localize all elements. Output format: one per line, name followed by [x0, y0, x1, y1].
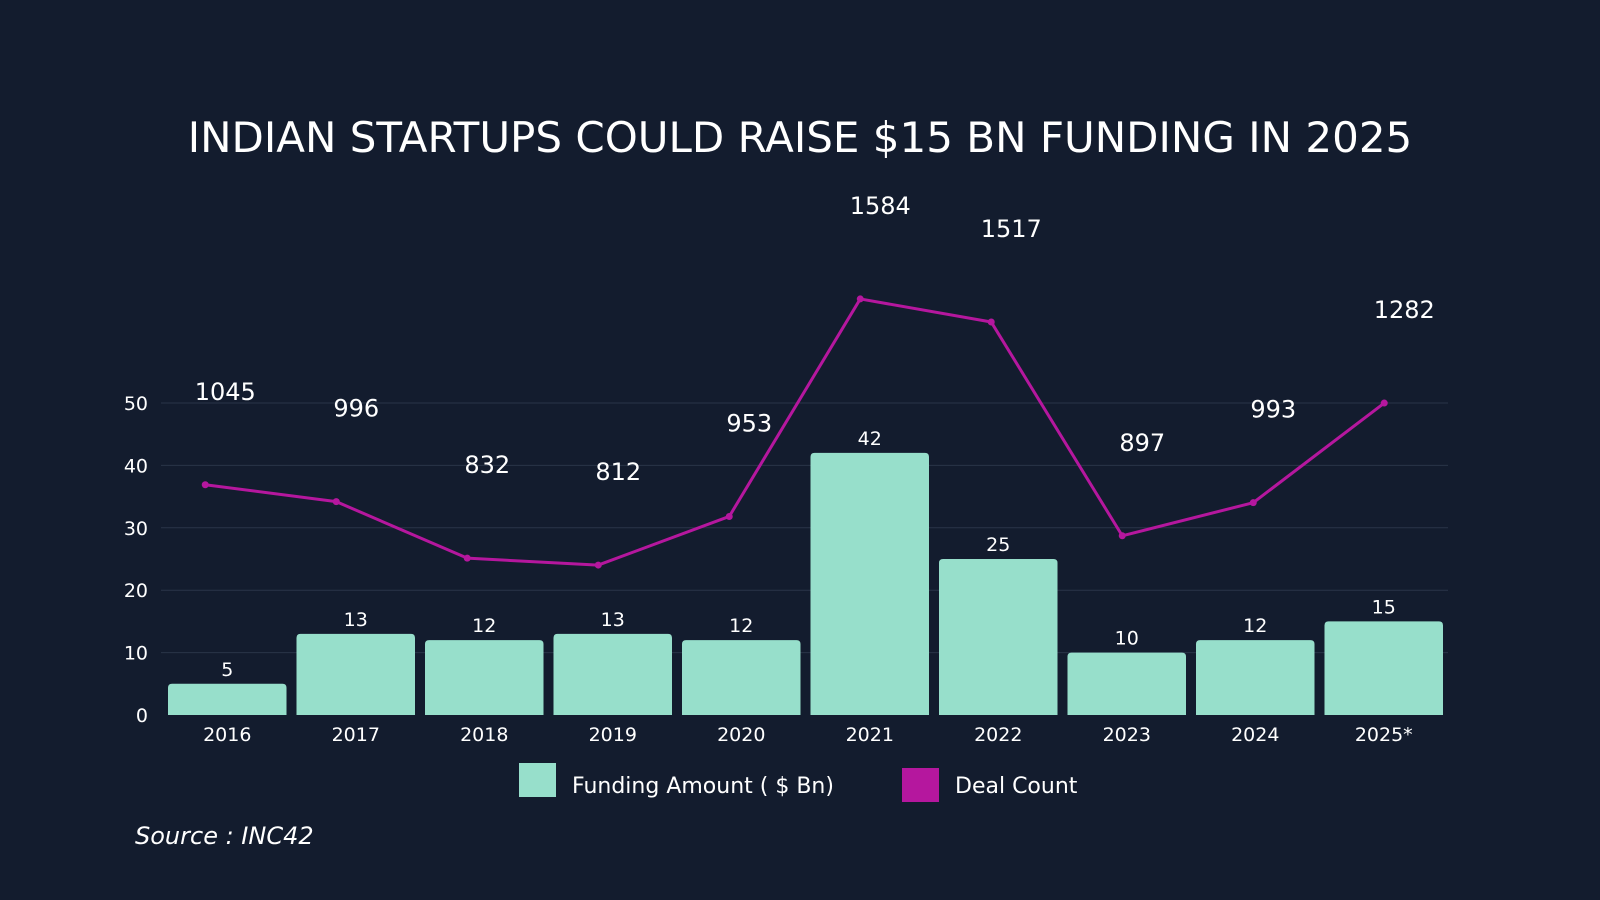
bar-2016	[168, 683, 287, 715]
y-tick-label: 20	[124, 580, 148, 602]
deal-count-point	[856, 295, 864, 303]
deal-count-point	[1118, 532, 1126, 540]
bar-value-label: 42	[858, 428, 882, 450]
bar-value-label: 13	[344, 609, 368, 631]
bar-2017	[296, 633, 415, 715]
deal-count-label: 812	[595, 458, 641, 486]
deal-count-point	[463, 554, 471, 562]
x-tick-label: 2023	[1103, 724, 1151, 746]
funding-value-labels: 5 13 12 13 12 42 25 10 12 15	[221, 428, 1396, 681]
x-axis: 2016 2017 2018 2019 2020 2021 2022 2023 2024 2025…	[203, 724, 1413, 746]
x-tick-label: 2017	[332, 724, 380, 746]
legend-swatch-funding	[519, 763, 556, 797]
deal-count-point	[594, 561, 602, 569]
deal-count-labels: 1045 996 832 812 953 1584 1517 897 993 1282	[195, 192, 1435, 486]
y-tick-label: 10	[124, 643, 148, 665]
bar-value-label: 25	[986, 534, 1010, 556]
bar-value-label: 10	[1115, 628, 1139, 650]
bar-2025*	[1324, 621, 1443, 715]
deal-count-point	[987, 318, 995, 326]
x-tick-label: 2024	[1231, 724, 1279, 746]
legend-label-deal-count: Deal Count	[955, 774, 1078, 799]
bar-2019	[553, 633, 672, 715]
bar-value-label: 12	[729, 615, 753, 637]
bar-value-label: 12	[1243, 615, 1267, 637]
deal-count-label: 993	[1250, 396, 1296, 424]
y-tick-label: 30	[124, 518, 148, 540]
x-tick-label: 2022	[974, 724, 1022, 746]
bar-value-label: 15	[1372, 596, 1396, 618]
deal-count-label: 832	[464, 451, 510, 479]
chart-title: INDIAN STARTUPS COULD RAISE $15 BN FUNDI…	[188, 113, 1413, 162]
bar-2021	[810, 452, 929, 715]
y-axis: 0 10 20 30 40 50	[124, 393, 148, 727]
y-tick-label: 40	[124, 455, 148, 477]
legend: Funding Amount ( $ Bn) Deal Count	[519, 763, 1078, 802]
x-tick-label: 2019	[589, 724, 637, 746]
x-tick-label: 2021	[846, 724, 894, 746]
deal-count-point	[1249, 499, 1257, 507]
bar-value-label: 13	[601, 609, 625, 631]
deal-count-polyline	[205, 297, 1386, 567]
y-tick-label: 0	[136, 705, 148, 727]
bar-value-label: 5	[221, 659, 233, 681]
x-tick-label: 2016	[203, 724, 251, 746]
deal-count-point	[201, 481, 209, 489]
bar-2020	[682, 640, 801, 715]
deal-count-label: 897	[1119, 429, 1165, 457]
deal-count-point	[725, 512, 733, 520]
y-tick-label: 50	[124, 393, 148, 415]
bar-2022	[939, 559, 1058, 715]
bar-2024	[1196, 640, 1315, 715]
deal-count-label: 996	[333, 395, 379, 423]
deal-count-point	[332, 498, 340, 506]
source-note: Source : INC42	[135, 822, 314, 850]
bar-value-label: 12	[472, 615, 496, 637]
x-tick-label: 2020	[717, 724, 765, 746]
x-tick-label: 2025*	[1355, 724, 1413, 746]
deal-count-line	[201, 295, 1388, 569]
x-tick-label: 2018	[460, 724, 508, 746]
bar-2018	[425, 640, 544, 715]
legend-label-funding: Funding Amount ( $ Bn)	[572, 774, 834, 799]
deal-count-label: 1517	[981, 215, 1042, 243]
funding-bars	[168, 452, 1443, 715]
deal-count-point	[1380, 399, 1388, 407]
legend-swatch-deal-count	[902, 768, 939, 802]
deal-count-label: 953	[726, 409, 772, 437]
deal-count-label: 1584	[850, 192, 911, 220]
deal-count-label: 1045	[195, 378, 256, 406]
bar-2023	[1067, 652, 1186, 715]
deal-count-label: 1282	[1374, 296, 1435, 324]
